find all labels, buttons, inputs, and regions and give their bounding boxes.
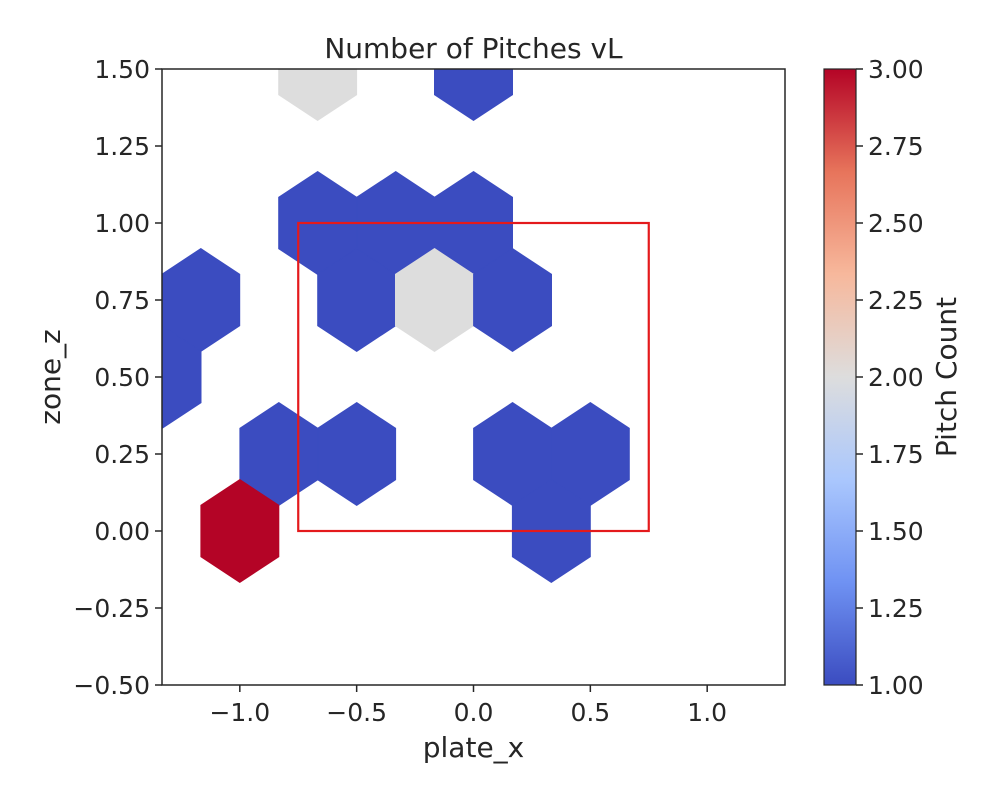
colorbar-label: Pitch Count <box>930 297 963 457</box>
colorbar <box>824 69 856 685</box>
colorbar-tick-label: 2.50 <box>868 209 924 238</box>
y-axis-label: zone_z <box>34 329 67 425</box>
colorbar-tick-label: 1.75 <box>868 440 924 469</box>
axes: −1.0 −0.5 0.0 0.5 1.0 −0.50 −0.25 0.00 0.25 0.50 0… <box>73 55 727 727</box>
x-tick-label: −0.5 <box>326 698 387 727</box>
y-tick-label: 1.25 <box>94 132 150 161</box>
hex-cell <box>473 248 552 352</box>
hex-cell <box>200 479 280 583</box>
strike-zone-layer <box>297 221 650 533</box>
colorbar-axis: 1.00 1.25 1.50 1.75 2.00 2.25 2.50 2.75 3.00 <box>856 55 924 700</box>
x-tick-label: 1.0 <box>687 698 727 727</box>
y-tick-label: 1.50 <box>94 55 150 84</box>
colorbar-tick-label: 2.25 <box>868 286 924 315</box>
y-tick-label: 0.50 <box>94 363 150 392</box>
y-tick-label: 1.00 <box>94 209 150 238</box>
colorbar-tick-label: 3.00 <box>868 55 924 84</box>
x-tick-label: −1.0 <box>209 698 270 727</box>
x-tick-label: 0.0 <box>454 698 494 727</box>
y-tick-label: −0.50 <box>73 671 150 700</box>
hex-cell <box>278 69 358 121</box>
x-axis-label: plate_x <box>423 731 525 764</box>
colorbar-tick-label: 1.25 <box>868 594 924 623</box>
colorbar-tick-label: 2.75 <box>868 132 924 161</box>
colorbar-tick-label: 2.00 <box>868 363 924 392</box>
x-tick-label: 0.5 <box>570 698 610 727</box>
y-tick-label: −0.25 <box>73 594 150 623</box>
colorbar-tick-label: 1.50 <box>868 517 924 546</box>
y-tick-label: 0.00 <box>94 517 150 546</box>
y-tick-label: 0.25 <box>94 440 150 469</box>
hex-cell <box>434 69 513 121</box>
hex-cell <box>317 402 397 506</box>
chart-title: Number of Pitches vL <box>324 32 623 65</box>
strike-zone-box <box>297 221 650 533</box>
y-tick-label: 0.75 <box>94 286 150 315</box>
hexbin-cells <box>162 69 630 583</box>
hex-cell <box>162 325 202 429</box>
colorbar-tick-label: 1.00 <box>868 671 924 700</box>
